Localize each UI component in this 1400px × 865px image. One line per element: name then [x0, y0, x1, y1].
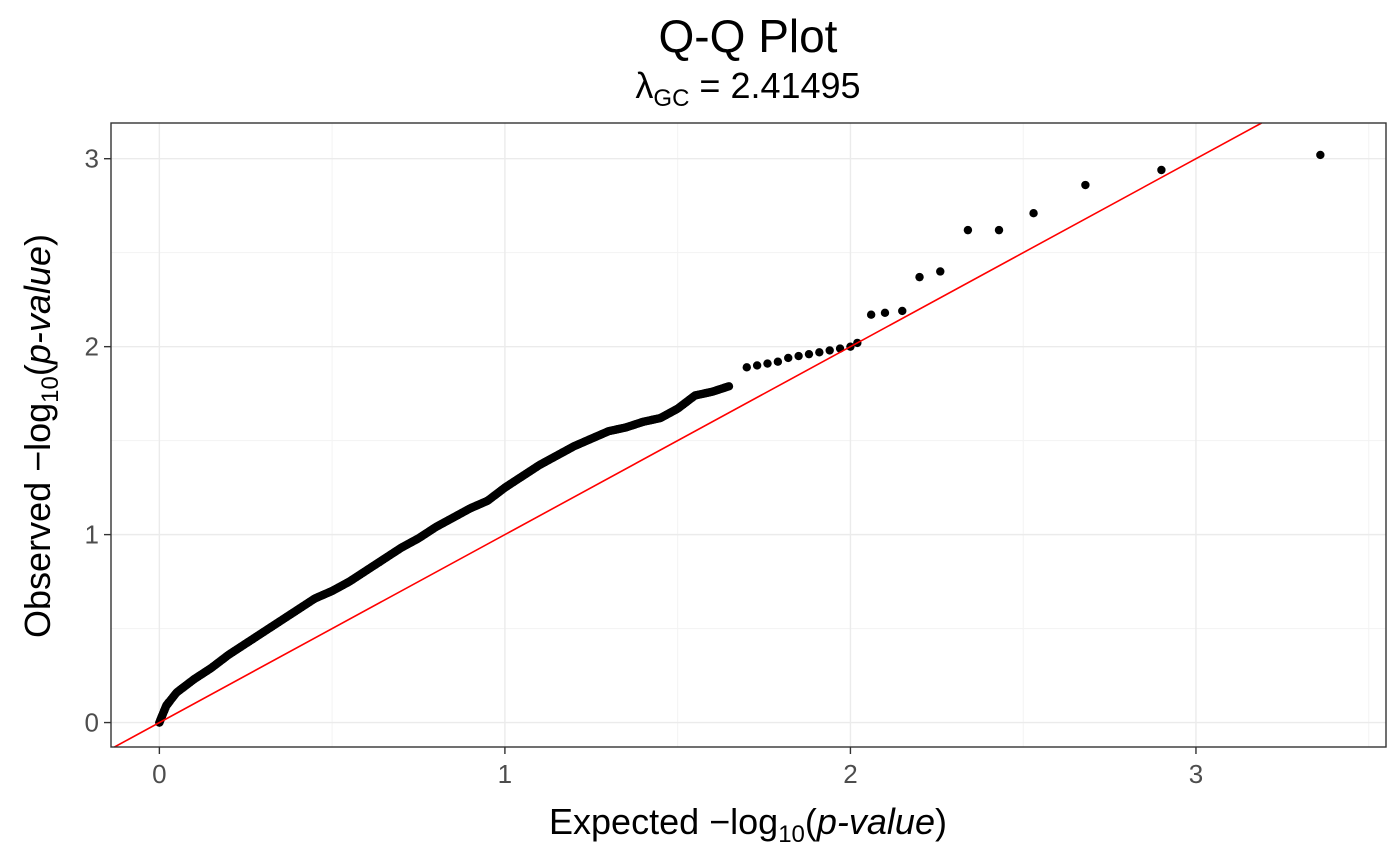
x-tick-label: 1	[498, 759, 512, 789]
y-tick-label: 1	[85, 520, 99, 550]
x-axis-title-prefix: Expected −log	[549, 801, 778, 842]
major-gridlines	[111, 123, 1386, 747]
data-point	[994, 225, 1004, 235]
x-axis-title-open: (	[805, 801, 817, 842]
lambda-subscript: GC	[653, 85, 689, 112]
x-tick-label: 0	[152, 759, 166, 789]
y-axis-ticks: 0 1 2 3	[85, 144, 111, 738]
y-axis-title: Observed −log10(p-value)	[17, 234, 64, 638]
chart-subtitle: λGC = 2.41495	[635, 65, 860, 112]
x-axis-title-close: )	[935, 801, 947, 842]
data-point	[784, 353, 793, 363]
data-point	[804, 349, 814, 359]
lambda-symbol: λ	[635, 65, 653, 106]
chart-title: Q-Q Plot	[659, 10, 838, 62]
data-point	[773, 357, 783, 366]
x-axis-title-subscript: 10	[778, 821, 805, 848]
lambda-value: 2.41495	[730, 65, 860, 106]
y-axis-title-prefix: Observed −log	[17, 403, 58, 638]
data-point	[752, 361, 762, 370]
y-tick-label: 3	[85, 144, 99, 174]
data-point	[742, 363, 751, 372]
minor-gridlines	[111, 123, 1386, 747]
y-axis-title-subscript: 10	[37, 376, 64, 403]
data-point	[794, 351, 803, 361]
reference-line	[114, 122, 1262, 748]
data-point	[1157, 165, 1166, 175]
x-tick-label: 3	[1189, 759, 1203, 789]
plot-panel	[110, 122, 1387, 748]
y-axis-title-italic: p-value	[17, 246, 58, 365]
data-point	[915, 272, 924, 282]
data-point	[724, 382, 734, 391]
y-tick-label: 0	[85, 708, 99, 738]
data-point	[825, 346, 834, 355]
y-tick-label: 2	[85, 332, 99, 362]
data-point	[898, 306, 907, 316]
reference-line-group	[114, 122, 1262, 748]
x-axis-title-italic: p-value	[816, 801, 935, 842]
data-point	[936, 267, 945, 276]
data-points	[155, 150, 1325, 727]
data-point	[815, 348, 824, 357]
y-axis-title-close: )	[17, 234, 58, 246]
x-axis-title: Expected −log10(p-value)	[549, 801, 947, 848]
data-point	[165, 697, 174, 707]
panel-border	[110, 122, 1387, 748]
data-point	[866, 310, 876, 319]
data-point	[880, 308, 890, 318]
lambda-equals: =	[689, 65, 730, 106]
x-axis-ticks: 0 1 2 3	[152, 747, 1203, 789]
data-point	[763, 359, 772, 368]
y-axis-title-open: (	[17, 364, 58, 376]
data-point	[1316, 150, 1325, 160]
data-point	[1081, 180, 1090, 190]
x-tick-label: 2	[843, 759, 857, 789]
data-point	[1029, 209, 1038, 218]
data-point	[963, 225, 973, 235]
